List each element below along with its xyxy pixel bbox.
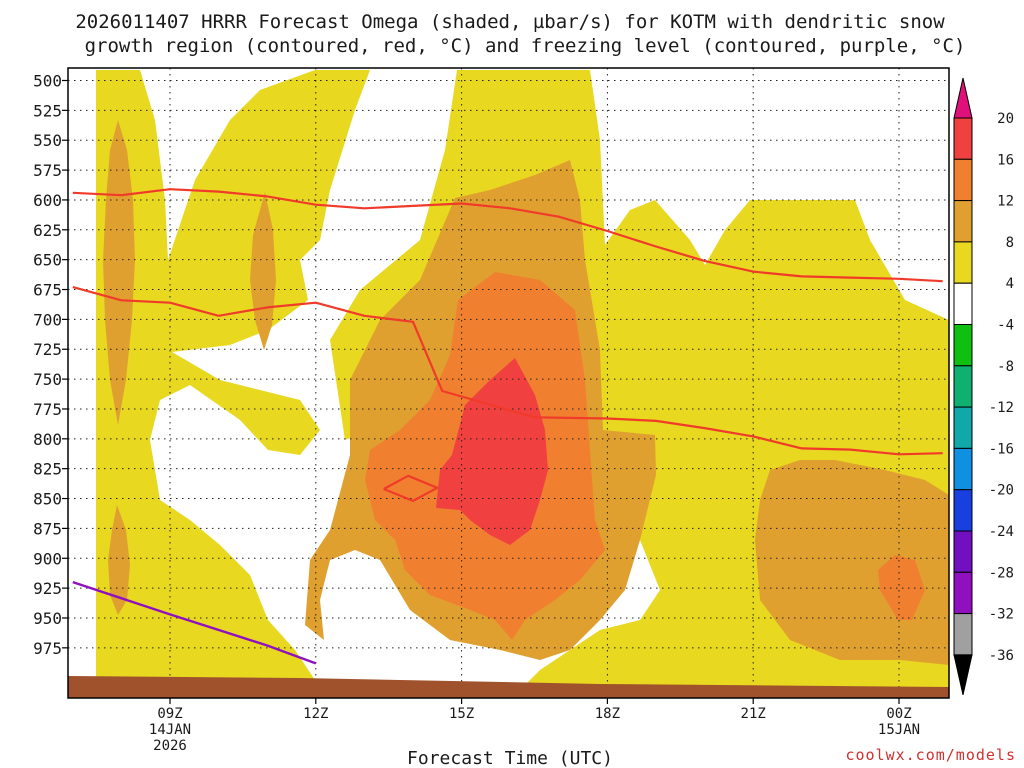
colorbar-swatch <box>953 613 973 656</box>
y-tick-label: 575 <box>33 161 62 180</box>
credit-text: coolwx.com/models <box>845 746 1016 764</box>
colorbar-tick-label: -20 <box>989 483 1014 499</box>
colorbar-swatch <box>953 530 973 573</box>
y-axis: 500 525 550 575 600 625 650 675 700 725 750 775 800 8… <box>33 72 68 658</box>
colorbar-tick-label: 4 <box>1006 276 1014 292</box>
y-tick-label: 675 <box>33 281 62 300</box>
colorbar-tick-label: 16 <box>997 152 1014 168</box>
colorbar: 20 16 12 8 4 -4 -8 -12 -16 -20 -24 -28 -32 -36 <box>953 77 1014 696</box>
colorbar-swatch <box>953 117 973 160</box>
colorbar-swatch <box>953 489 973 532</box>
colorbar-tick-label: -8 <box>997 359 1014 375</box>
ground-terrain <box>68 676 949 698</box>
x-tick-label: 15Z <box>449 706 474 722</box>
colorbar-swatch <box>953 365 973 408</box>
colorbar-tick-label: -24 <box>989 524 1014 540</box>
chart-title-line1: 2026011407 HRRR Forecast Omega (shaded, … <box>75 11 945 33</box>
colorbar-extend-top <box>953 77 973 119</box>
x-tick-label: 12Z <box>303 706 328 722</box>
colorbar-swatch <box>953 200 973 243</box>
colorbar-swatch <box>953 447 973 491</box>
plot-frame <box>67 67 950 699</box>
colorbar-tick-label: -16 <box>989 441 1014 457</box>
y-tick-label: 925 <box>33 579 62 598</box>
x-tick-label: 14JAN <box>149 722 191 738</box>
colorbar-tick-label: -4 <box>997 318 1014 334</box>
y-tick-label: 525 <box>33 101 62 120</box>
x-tick-label: 00Z <box>886 706 911 722</box>
y-tick-label: 600 <box>33 191 62 210</box>
y-tick-label: 875 <box>33 519 62 538</box>
colorbar-swatch <box>953 324 973 367</box>
y-tick-label: 825 <box>33 460 62 479</box>
colorbar-tick-label: -36 <box>989 648 1014 664</box>
x-tick-label: 18Z <box>595 706 620 722</box>
colorbar-tick-label: 8 <box>1006 235 1014 251</box>
y-tick-label: 800 <box>33 430 62 449</box>
x-tick-label: 09Z <box>157 706 182 722</box>
colorbar-tick-label: -32 <box>989 607 1014 623</box>
y-tick-label: 975 <box>33 639 62 658</box>
y-tick-label: 900 <box>33 549 62 568</box>
contour-overlays <box>72 188 943 665</box>
y-tick-label: 950 <box>33 609 62 628</box>
colorbar-tick-label: 12 <box>997 194 1014 210</box>
x-tick-label: 21Z <box>741 706 766 722</box>
x-tick-label: 2026 <box>153 738 187 754</box>
y-tick-label: 550 <box>33 131 62 150</box>
colorbar-tick-label: 20 <box>997 111 1014 127</box>
x-axis-label: Forecast Time (UTC) <box>407 748 613 768</box>
dgz-contour-lower <box>72 286 943 456</box>
y-tick-label: 725 <box>33 340 62 359</box>
x-tick-label: 15JAN <box>878 722 920 738</box>
colorbar-tick-label: -12 <box>989 400 1014 416</box>
chart-title-line2: growth region (contoured, red, °C) and f… <box>85 35 966 57</box>
y-tick-label: 625 <box>33 221 62 240</box>
dgz-contour-closed <box>383 474 439 502</box>
y-tick-label: 500 <box>33 72 62 91</box>
plot-area <box>68 68 949 698</box>
y-tick-label: 850 <box>33 490 62 509</box>
dgz-contour-upper <box>72 188 943 283</box>
colorbar-swatch <box>953 158 973 202</box>
freezing-level-contour <box>72 580 317 665</box>
colorbar-extend-bottom <box>953 654 973 696</box>
y-tick-label: 700 <box>33 310 62 329</box>
colorbar-swatch <box>953 406 973 449</box>
y-tick-label: 650 <box>33 251 62 270</box>
y-tick-label: 750 <box>33 370 62 389</box>
colorbar-tick-label: -28 <box>989 565 1014 581</box>
colorbar-swatch <box>953 282 973 326</box>
y-tick-label: 775 <box>33 400 62 419</box>
colorbar-swatch <box>953 241 973 284</box>
colorbar-swatch <box>953 571 973 615</box>
